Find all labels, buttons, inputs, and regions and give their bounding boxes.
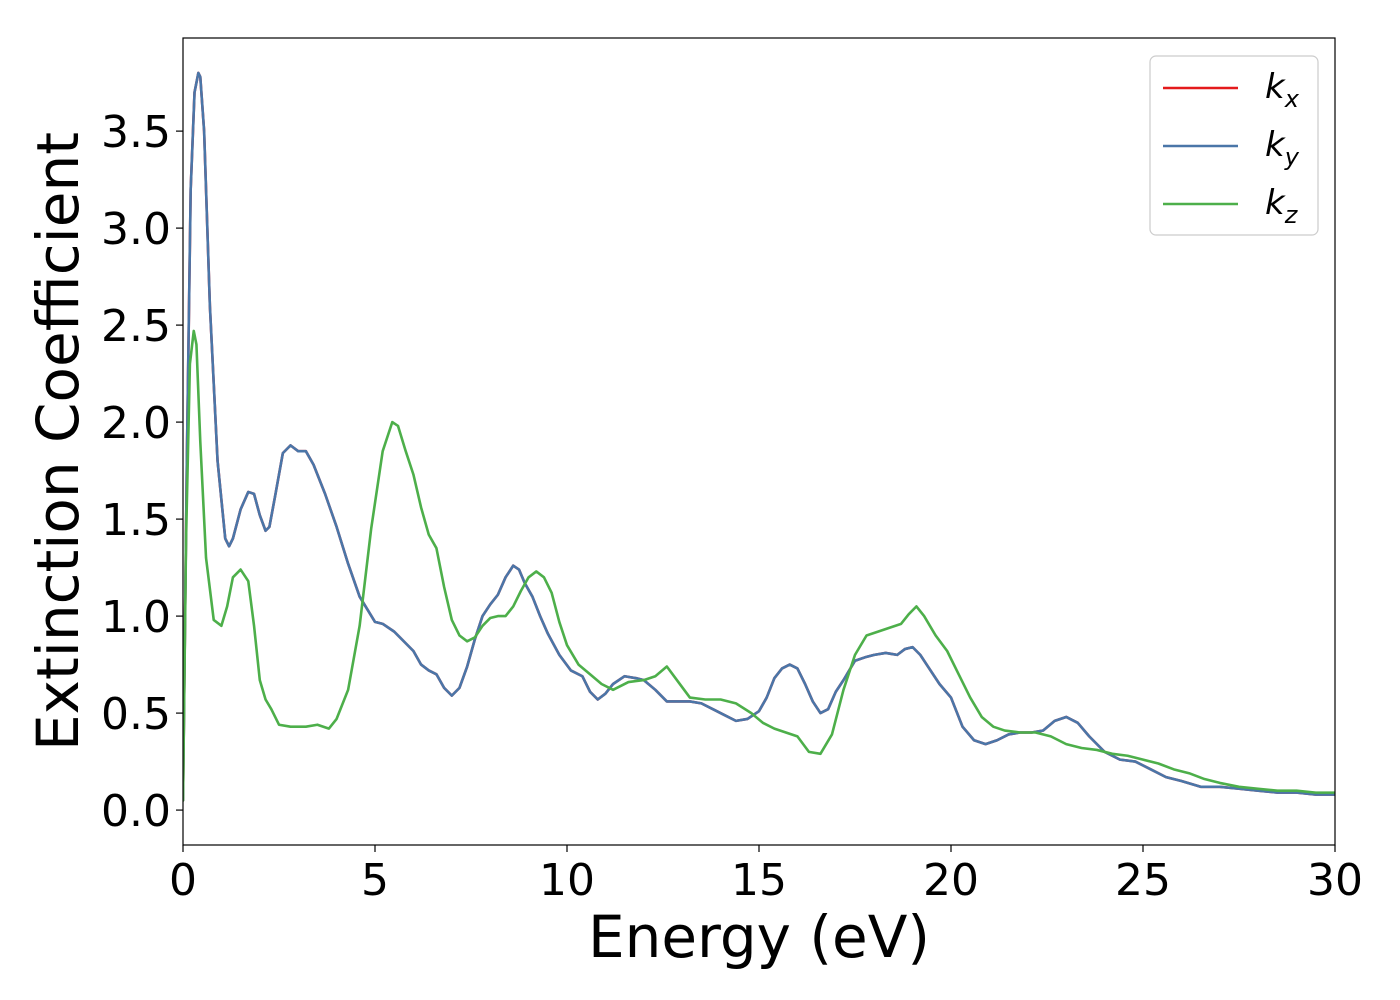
legend-label-base: k — [1265, 67, 1286, 107]
y-tick-label: 0.5 — [101, 689, 171, 740]
x-tick-label: 30 — [1307, 855, 1363, 906]
x-tick-label: 15 — [731, 855, 787, 906]
legend-label-subscript: y — [1284, 143, 1300, 171]
y-tick-label: 2.5 — [101, 301, 171, 352]
x-tick-label: 25 — [1115, 855, 1171, 906]
legend-label-base: k — [1265, 183, 1286, 223]
x-tick-label: 10 — [539, 855, 595, 906]
y-tick-label: 3.0 — [101, 204, 171, 255]
legend-label-ky: ky — [1265, 125, 1300, 171]
x-tick-label: 5 — [361, 855, 389, 906]
y-tick-label: 3.5 — [101, 107, 171, 158]
x-tick-label: 20 — [923, 855, 979, 906]
legend-label-kx: kx — [1265, 67, 1300, 113]
y-tick-label: 1.0 — [101, 592, 171, 643]
x-tick-label: 0 — [169, 855, 197, 906]
series-layer — [183, 71, 1335, 802]
legend-label-kz: kz — [1265, 183, 1299, 229]
y-tick-label: 0.0 — [101, 786, 171, 837]
series-line-kz — [183, 329, 1335, 802]
x-axis-ticks: 0 5 10 15 20 25 30 — [169, 845, 1363, 906]
legend-label-subscript: z — [1284, 201, 1299, 229]
y-axis-ticks: 0.0 0.5 1.0 1.5 2.0 2.5 3.0 3.5 — [101, 107, 183, 837]
y-tick-label: 1.5 — [101, 495, 171, 546]
y-axis-label: Extinction Coefficient — [24, 132, 92, 751]
y-tick-label: 2.0 — [101, 398, 171, 449]
legend-label-base: k — [1265, 125, 1286, 165]
legend-label-subscript: x — [1284, 85, 1300, 113]
x-axis-label: Energy (eV) — [588, 903, 930, 971]
